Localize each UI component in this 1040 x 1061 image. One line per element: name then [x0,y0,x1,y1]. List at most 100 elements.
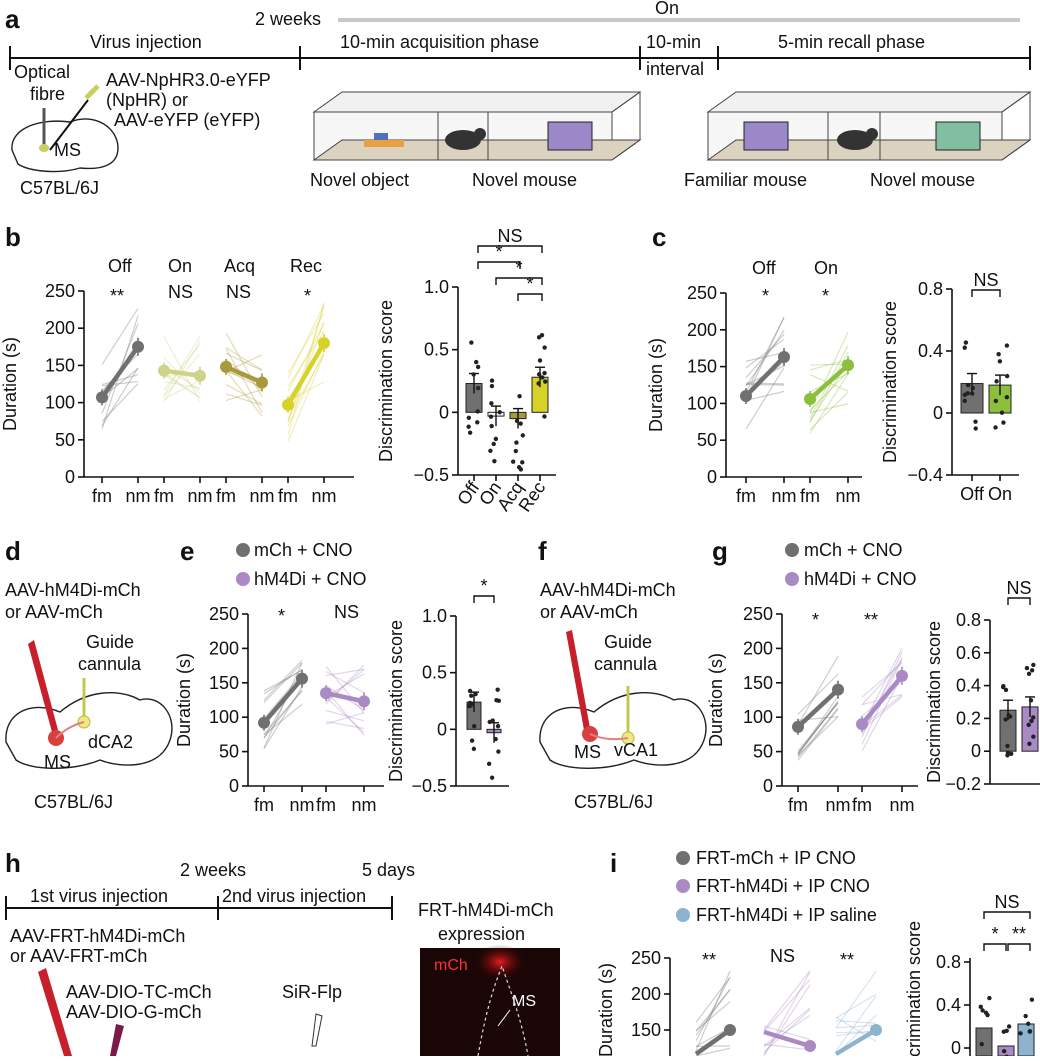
panel-h: 2 weeks 5 days 1st virus injection 2nd v… [6,860,560,1056]
b-duration-mean-point-fm [220,361,232,373]
c-discrimination-data-point [994,399,998,403]
i-duration-y-label: Duration (s) [596,963,616,1056]
g-duration-y-tick-label: 100 [743,707,773,727]
b-discrimination-data-point [475,420,479,424]
e-discrimination-data-point [472,747,476,751]
b-discrimination-data-point [514,440,518,444]
syringe-icon [86,86,98,98]
novel-object-label: Novel object [310,170,409,190]
c-duration-y-tick-label: 50 [697,430,717,450]
g-duration-x-tick-label: fm [852,795,872,815]
h-aav-dio-1: AAV-DIO-TC-mCh [66,982,212,1002]
i-sig-1: ** [702,950,716,970]
g-duration-y-tick-label: 250 [743,604,773,624]
panel-d-schematic: AAV-hM4Di-mCh or AAV-mCh Guide cannula d… [5,580,172,812]
e-discrimination-data-point [487,762,491,766]
f-region: vCA1 [614,740,658,760]
b-cond-off: Off [108,256,133,276]
e-duration-y-tick-label: 250 [209,604,239,624]
i-animal-line [836,1025,876,1027]
legend-g-mch: mCh + CNO [804,540,903,560]
e-discrimination-data-point [493,737,497,741]
d-aav-1: AAV-hM4Di-mCh [5,580,141,600]
i-animal-line [764,980,810,1032]
legend-e-hm4di: hM4Di + CNO [254,569,367,589]
c-duration-animal-line [746,383,784,384]
b-sig-on: NS [168,282,193,302]
c-duration-y-label: Duration (s) [646,338,666,432]
c-sig-off: * [762,286,769,306]
b-discrimination-data-point [536,381,540,385]
g-discrimination-data-point [1030,668,1034,672]
c-discrimination-y-tick-label: 0.8 [918,279,943,299]
e-duration-x-tick-label: fm [254,795,274,815]
b-discrimination-data-point [517,465,521,469]
b-duration-x-tick-label: fm [92,486,112,506]
c-discrimination-data-point [1005,343,1009,347]
g-discrimination-y-tick-label: 0.6 [956,643,981,663]
e-discrimination-y-tick-label: 0.5 [422,663,447,683]
b-duration-x-tick-label: nm [311,486,336,506]
i-mean-point [804,1040,816,1052]
e-discrimination-data-point [496,724,500,728]
c-duration-mean-point-nm [778,351,790,363]
e-duration-y-tick-label: 200 [209,638,239,658]
aav-label-1: AAV-NpHR3.0-eYFP [106,70,271,90]
novel-object-icon [364,140,404,147]
b-duration-y-tick-label: 200 [45,318,75,338]
c-discrimination-data-point [970,391,974,395]
panel-label-i: i [610,848,617,878]
i-data-point [1018,1031,1022,1035]
b-cond-on: On [168,256,192,276]
e-discrimination-y-tick-label: −0.5 [411,776,447,796]
b-discrimination-data-point [542,414,546,418]
b-discrimination-data-point [471,372,475,376]
b-discrimination-data-point [542,345,546,349]
e-discrimination-data-point [473,692,477,696]
aav-label-2: (NpHR) or [106,90,188,110]
g-discrimination-data-point [1031,734,1035,738]
virus-needle-icon [566,630,590,730]
legend-e-hm4di-marker [236,572,250,586]
h-weeks: 2 weeks [180,860,246,880]
i-data-point [980,1008,984,1012]
g-ns-bracket [1008,598,1030,605]
d-region: dCA2 [88,732,133,752]
g-duration-y-tick-label: 200 [743,638,773,658]
e-discrimination-data-point [490,775,494,779]
g-discrimination-data-point [1004,688,1008,692]
i-ns-bracket [984,912,1030,919]
i-mean-point [870,1024,882,1036]
c-discrimination-data-point [1000,411,1004,415]
b-discrimination-data-point [498,410,502,414]
g-discrimination-data-point [1027,742,1031,746]
i-sig2-bracket-label: ** [1012,924,1026,944]
c-cond-on: On [814,258,838,278]
c-sig-on: * [822,286,829,306]
c-discrimination-data-point [963,393,967,397]
b-discrimination-data-point [514,449,518,453]
panel-label-h: h [5,848,21,878]
c-discrimination-data-point [994,379,998,383]
b-discrimination-data-point [494,437,498,441]
c-duration-y-tick-label: 150 [687,357,717,377]
i-mean-point [724,1024,736,1036]
e-duration-animal-line [264,663,302,748]
b-duration-x-tick-label: fm [278,486,298,506]
panel-f-schematic: AAV-hM4Di-mCh or AAV-mCh Guide cannula v… [540,580,706,812]
b-discrimination-data-point [540,375,544,379]
aav-label-3: AAV-eYFP (eYFP) [114,110,260,130]
optical-fibre-label-1: Optical [14,62,70,82]
b-duration-x-tick-label: nm [249,486,274,506]
i-duration-y-tick-label: 250 [631,948,661,968]
i-data-point [979,1005,983,1009]
h-ms: MS [512,993,536,1010]
i-discrimination-y-tick-label: 0.8 [936,952,961,972]
h-sir: SiR-Flp [282,982,342,1002]
b-discrimination-data-point [490,378,494,382]
c-discrimination-data-point [1001,420,1005,424]
arena-recall [708,92,1030,160]
c-discrimination-y-tick-label: 0.4 [918,341,943,361]
g-duration-x-tick-label: nm [825,795,850,815]
i-data-point [1005,1029,1009,1033]
